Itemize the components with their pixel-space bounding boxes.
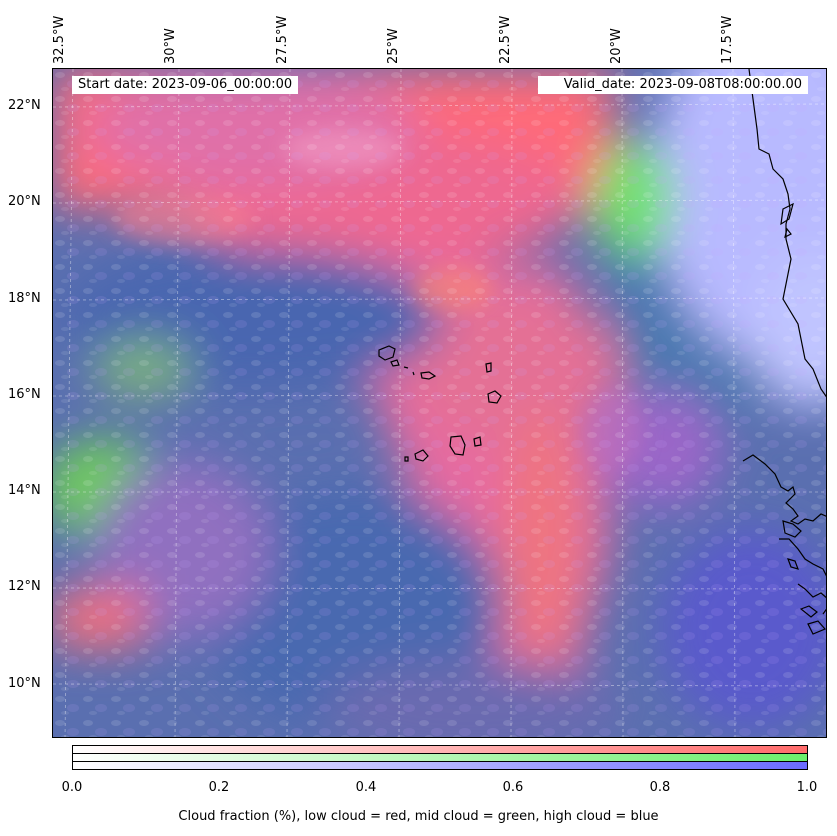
colorbar-tick: 0.4 — [355, 780, 377, 795]
colorbar-tick: 0.2 — [208, 780, 230, 795]
lat-label: 18°N — [8, 291, 41, 306]
graticule — [53, 69, 826, 737]
lat-label: 10°N — [8, 676, 41, 691]
cloud-fraction-map — [52, 68, 827, 738]
african-coastline — [742, 69, 826, 635]
valid-date-label: Valid_date: 2023-09-08T08:00:00.00 — [538, 76, 808, 94]
lat-label: 22°N — [8, 98, 41, 113]
colorbar-label: Cloud fraction (%), low cloud = red, mid… — [178, 809, 659, 824]
colorbar-low-cloud — [72, 745, 808, 754]
start-date-label: Start date: 2023-09-06_00:00:00 — [72, 76, 299, 94]
cape-verde-islands — [378, 345, 502, 462]
colorbar-tick: 0.8 — [649, 780, 671, 795]
colorbar-mid-cloud — [72, 753, 808, 762]
lon-label: 17.5°W — [720, 15, 735, 64]
cloud-texture — [53, 69, 826, 737]
lon-label: 32.5°W — [52, 15, 67, 64]
lon-label: 22.5°W — [498, 15, 513, 64]
lat-label: 16°N — [8, 387, 41, 402]
lat-label: 14°N — [8, 483, 41, 498]
lon-label: 20°W — [609, 28, 624, 64]
lat-label: 12°N — [8, 579, 41, 594]
colorbar-tick: 1.0 — [796, 780, 818, 795]
lon-label: 30°W — [163, 28, 178, 64]
colorbar-high-cloud — [72, 761, 808, 770]
lon-label: 27.5°W — [275, 15, 290, 64]
map-canvas — [53, 69, 826, 737]
colorbar-tick: 0.0 — [61, 780, 83, 795]
lon-label: 25°W — [386, 28, 401, 64]
lat-label: 20°N — [8, 194, 41, 209]
colorbar — [72, 745, 808, 770]
colorbar-tick: 0.6 — [502, 780, 524, 795]
